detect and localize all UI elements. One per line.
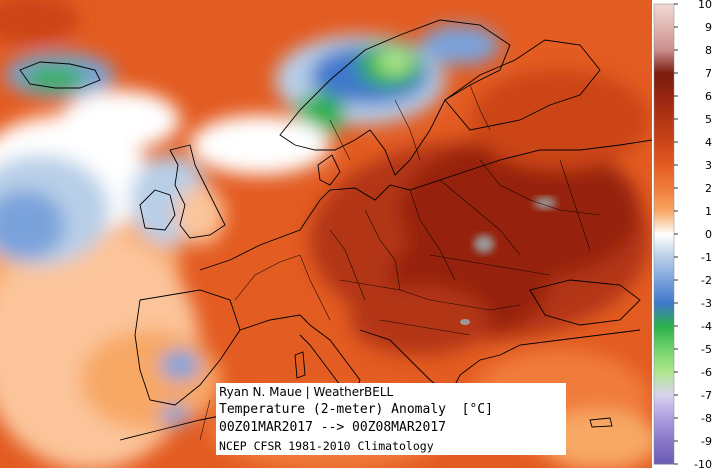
colorbar-segment xyxy=(654,96,674,120)
colorbar-segment xyxy=(654,4,674,28)
colorbar-tick-label: 0 xyxy=(705,228,712,241)
colorbar-tick-label: -4 xyxy=(701,320,712,333)
credit-text: Ryan N. Maue | WeatherBELL xyxy=(219,385,394,399)
colorbar-segment xyxy=(654,119,674,143)
colorbar-segment xyxy=(654,211,674,235)
colorbar-segment xyxy=(654,441,674,465)
title-line: Temperature (2-meter) Anomaly [°C] xyxy=(216,401,566,419)
colorbar-segment xyxy=(654,50,674,74)
colorbar-tick-label: -2 xyxy=(701,274,712,287)
colorbar-segment xyxy=(654,303,674,327)
colorbar-tick-label: -10 xyxy=(694,458,712,468)
colorbar-segment xyxy=(654,349,674,373)
colorbar-tick-label: 8 xyxy=(705,44,712,57)
colorbar-segment xyxy=(654,257,674,281)
colorbar-segment xyxy=(654,418,674,442)
colorbar-tick-label: 9 xyxy=(705,21,712,34)
colorbar-segment xyxy=(654,165,674,189)
masked-area xyxy=(534,197,556,209)
masked-area xyxy=(474,235,494,253)
colorbar-segment xyxy=(654,188,674,212)
colorbar-tick-label: -3 xyxy=(701,297,712,310)
units-label: [°C] xyxy=(461,402,493,417)
colorbar-tick-label: 2 xyxy=(705,182,712,195)
colorbar-tick-label: -6 xyxy=(701,366,712,379)
colorbar-tick-label: -8 xyxy=(701,412,712,425)
colorbar-segment xyxy=(654,372,674,396)
colorbar-segment xyxy=(654,27,674,51)
colorbar-tick-label: 5 xyxy=(705,113,712,126)
coastlines xyxy=(19,19,652,451)
colorbar-tick-label: -9 xyxy=(701,435,712,448)
colorbar-tick-label: -5 xyxy=(701,343,712,356)
colorbar-tick-label: 4 xyxy=(705,136,712,149)
map-caption: Ryan N. Maue | WeatherBELL Temperature (… xyxy=(216,383,566,455)
masked-area xyxy=(460,319,470,325)
colorbar-tick-label: 3 xyxy=(705,159,712,172)
country-borders xyxy=(199,84,601,441)
colorbar-segment xyxy=(654,234,674,258)
climatology-text: NCEP CFSR 1981-2010 Climatology xyxy=(219,439,434,453)
map-title: Temperature (2-meter) Anomaly xyxy=(219,402,446,417)
colorbar-segment xyxy=(654,326,674,350)
colorbar-segment xyxy=(654,142,674,166)
colorbar-segment xyxy=(654,395,674,419)
colorbar-tick-label: 1 xyxy=(705,205,712,218)
colorbar-tick-label: 10 xyxy=(698,0,712,11)
colorbar-segment xyxy=(654,280,674,304)
colorbar-tick-label: 7 xyxy=(705,67,712,80)
colorbar-tick-label: 6 xyxy=(705,90,712,103)
colorbar-tick-label: -1 xyxy=(701,251,712,264)
color-legend: 10 9 8 7 6 5 4 3 2 1 0 -1 -2 -3 -4 -5 -6 -7 -8 -9 -10 xyxy=(652,0,715,471)
colorbar-tick-label: -7 xyxy=(701,389,712,402)
period-text: 00Z01MAR2017 --> 00Z08MAR2017 xyxy=(219,420,446,435)
colorbar-segment xyxy=(654,73,674,97)
